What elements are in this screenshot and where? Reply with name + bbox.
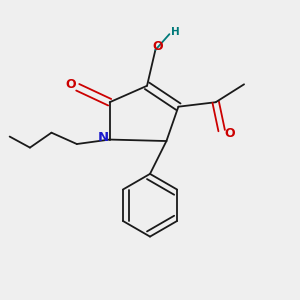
Text: O: O [225,127,235,140]
Text: H: H [171,27,180,37]
Text: O: O [65,78,76,91]
Text: N: N [98,131,109,144]
Text: O: O [152,40,163,53]
